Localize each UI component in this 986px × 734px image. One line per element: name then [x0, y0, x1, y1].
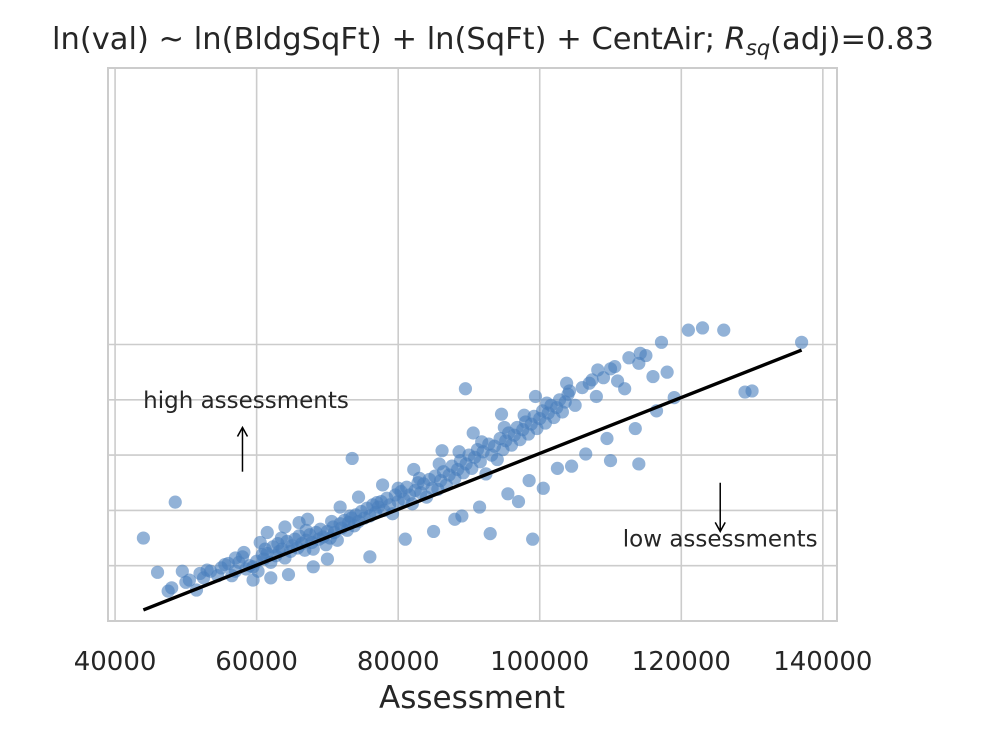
x-tick-label: 120000 [632, 647, 731, 677]
data-point [585, 373, 599, 387]
chart-title: ln(val) ~ ln(BldgSqFt) + ln(SqFt) + Cent… [52, 22, 934, 60]
data-point [330, 533, 344, 547]
data-point [432, 457, 446, 471]
data-point [633, 346, 647, 360]
data-point [497, 420, 511, 435]
data-point [490, 452, 504, 467]
data-point [253, 535, 267, 550]
data-point [628, 421, 642, 436]
data-point [343, 509, 357, 523]
data-point [398, 532, 412, 546]
data-point [435, 444, 449, 458]
x-tick-label: 40000 [74, 647, 157, 677]
arrow-head [236, 425, 249, 437]
data-point [345, 451, 359, 466]
data-point [579, 447, 593, 461]
x-axis-label: Assessment [379, 680, 565, 716]
data-point [608, 360, 622, 374]
data-point [466, 426, 480, 440]
data-point [320, 552, 335, 566]
data-point [646, 369, 660, 384]
x-tick-labels: 40000 60000 80000 100000 120000 140000 [74, 647, 873, 677]
data-point [589, 389, 603, 404]
data-point [281, 567, 296, 582]
title-r-sub: sq [746, 36, 770, 60]
data-point [376, 478, 390, 492]
data-point [511, 494, 526, 509]
data-point [363, 550, 377, 564]
data-point [175, 564, 189, 578]
data-point [179, 575, 193, 589]
title-suffix: (adj)=0.83 [770, 22, 934, 57]
data-point [564, 459, 579, 473]
data-point [501, 487, 515, 501]
data-point [264, 571, 278, 585]
x-tick-label: 100000 [490, 647, 589, 677]
data-point [483, 527, 497, 541]
data-point [458, 382, 473, 396]
data-point [540, 396, 554, 410]
data-point [278, 520, 292, 534]
data-point [745, 384, 759, 398]
data-point [681, 323, 695, 337]
data-point [473, 455, 487, 469]
data-point [426, 524, 441, 539]
data-point [351, 490, 366, 504]
data-point [300, 512, 315, 526]
title-r: R [725, 22, 746, 57]
data-point [452, 445, 466, 459]
x-tick-label: 140000 [773, 647, 872, 677]
data-point [161, 584, 175, 598]
data-point [299, 523, 313, 537]
annotation-text: high assessments [143, 388, 349, 414]
data-point [412, 471, 427, 485]
fit-line [142, 348, 803, 612]
data-point [526, 532, 540, 546]
data-point [193, 566, 207, 581]
data-point [260, 525, 274, 540]
data-point [168, 495, 182, 509]
data-point [150, 565, 165, 579]
data-point [536, 481, 550, 495]
data-point [795, 335, 809, 349]
data-point [562, 384, 577, 398]
data-point [603, 454, 618, 468]
data-point [325, 514, 339, 529]
title-prefix: ln(val) ~ ln(BldgSqFt) + ln(SqFt) + Cent… [52, 22, 725, 57]
data-point [632, 457, 646, 471]
data-point [695, 321, 710, 335]
data-point [717, 323, 731, 337]
data-point [228, 551, 242, 565]
data-point [472, 500, 487, 514]
x-tick-label: 60000 [215, 647, 298, 677]
data-point [306, 560, 320, 574]
data-point [568, 398, 582, 412]
data-point [274, 531, 289, 545]
data-point [600, 431, 614, 446]
data-point [391, 481, 405, 495]
data-point [517, 408, 531, 422]
data-point [333, 500, 347, 514]
x-tick-label: 80000 [357, 647, 440, 677]
data-point [475, 435, 489, 449]
data-point [448, 512, 462, 526]
data-point [555, 405, 569, 419]
arrow-head [714, 522, 726, 533]
data-point [136, 531, 150, 545]
data-point [622, 351, 636, 365]
data-point [218, 557, 232, 572]
data-point [522, 473, 536, 488]
data-point [246, 573, 260, 587]
data-point [550, 461, 565, 475]
data-point [618, 382, 632, 396]
data-point [528, 389, 543, 404]
data-point [591, 363, 605, 377]
data-point [660, 365, 674, 379]
data-point [494, 407, 509, 421]
data-point [654, 335, 669, 349]
data-point [370, 496, 384, 510]
